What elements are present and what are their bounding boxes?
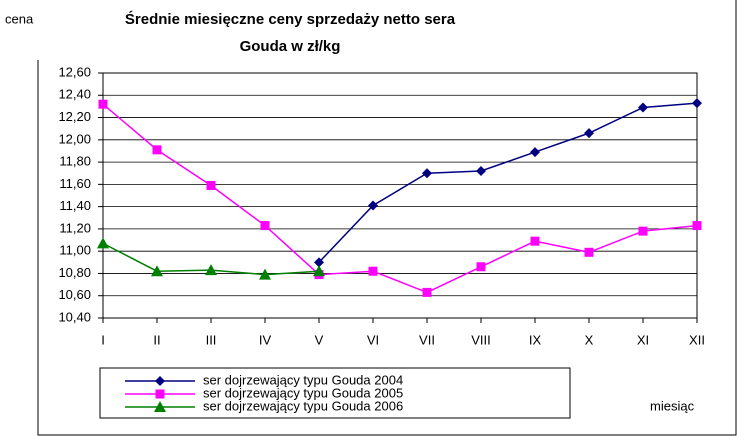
y-tick-label: 12,00: [58, 131, 91, 146]
data-point: [97, 237, 109, 249]
x-tick-label: X: [585, 332, 594, 347]
legend-label: ser dojrzewający typu Gouda 2004: [203, 372, 403, 387]
legend-label: ser dojrzewający typu Gouda 2005: [203, 385, 403, 400]
data-point: [313, 265, 325, 277]
data-point: [422, 287, 432, 297]
x-axis-label: miesiąc: [650, 398, 695, 413]
x-tick-label: IX: [529, 332, 542, 347]
data-point: [692, 221, 702, 231]
data-point: [205, 264, 217, 276]
x-tick-label: XII: [689, 332, 705, 347]
legend-marker: [155, 389, 165, 399]
y-tick-label: 11,80: [59, 154, 91, 169]
y-tick-label: 11,20: [59, 220, 91, 235]
data-point: [151, 265, 163, 277]
chart-subtitle: Gouda w zł/kg: [240, 38, 341, 55]
chart-title: Średnie miesięczne ceny sprzedaży netto …: [125, 10, 456, 28]
series-line: [318, 102, 698, 263]
y-tick-label: 10,80: [58, 265, 91, 280]
data-point: [638, 102, 648, 113]
data-point: [584, 247, 594, 257]
data-point: [260, 221, 270, 231]
x-tick-label: VII: [419, 332, 435, 347]
data-point: [259, 268, 271, 280]
legend-label: ser dojrzewający typu Gouda 2006: [203, 398, 403, 413]
y-tick-label: 12,40: [58, 87, 91, 102]
data-point: [530, 147, 540, 158]
data-point: [530, 236, 540, 246]
x-tick-label: I: [101, 332, 105, 347]
x-tick-label: IV: [259, 332, 272, 347]
data-point: [422, 168, 432, 179]
x-tick-label: VIII: [471, 332, 491, 347]
data-point: [584, 128, 594, 139]
data-point: [152, 145, 162, 155]
plot-area: [102, 72, 698, 319]
data-point: [476, 262, 486, 272]
series-line: [102, 103, 698, 294]
chart-frame: [37, 0, 737, 436]
y-tick-label: 12,20: [58, 109, 91, 124]
y-axis-label: cena: [5, 11, 34, 26]
data-point: [206, 180, 216, 190]
data-point: [314, 257, 324, 268]
x-tick-label: VI: [367, 332, 379, 347]
y-tick-label: 10,40: [58, 309, 91, 324]
data-point: [692, 98, 702, 109]
x-tick-label: XI: [637, 332, 649, 347]
x-tick-label: II: [153, 332, 160, 347]
data-point: [368, 200, 378, 211]
data-point: [476, 166, 486, 176]
x-tick-label: III: [206, 332, 217, 347]
y-tick-label: 12,60: [58, 64, 91, 79]
data-point: [98, 99, 108, 109]
legend-marker: [155, 376, 165, 386]
y-tick-label: 10,60: [58, 287, 91, 302]
x-tick-label: V: [315, 332, 324, 347]
data-point: [368, 266, 378, 276]
data-point: [638, 226, 648, 236]
y-tick-label: 11,00: [59, 243, 91, 258]
y-tick-label: 11,40: [59, 198, 91, 213]
y-tick-label: 11,60: [59, 176, 91, 191]
legend-marker: [154, 401, 166, 412]
legend: [99, 367, 571, 419]
